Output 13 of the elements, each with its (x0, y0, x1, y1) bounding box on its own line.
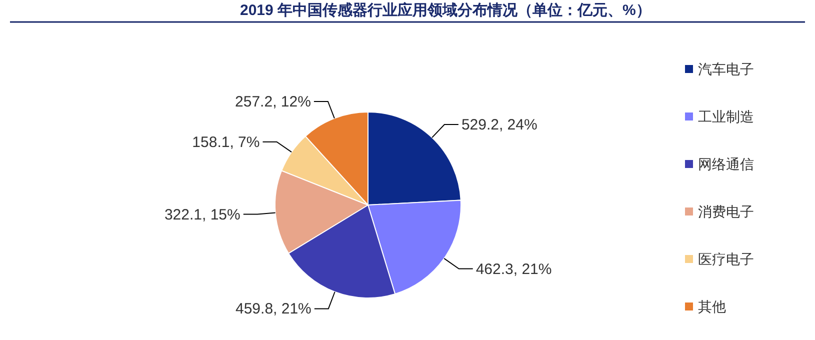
legend-label: 消费电子 (698, 204, 754, 220)
legend-label: 汽车电子 (698, 61, 754, 77)
data-label: 529.2, 24% (461, 116, 538, 134)
legend-label: 医疗电子 (698, 251, 754, 267)
legend-label: 工业制造 (698, 108, 754, 124)
data-label: 257.2, 12% (235, 93, 311, 110)
data-label: 322.1, 15% (164, 206, 240, 224)
chart-title: 2019 年中国传感器行业应用领域分布情况（单位：亿元、%） (240, 1, 651, 19)
data-label: 459.8, 21% (236, 300, 312, 318)
data-label: 462.3, 21% (476, 260, 552, 278)
legend-label: 其他 (698, 298, 726, 314)
legend-label: 网络通信 (698, 156, 754, 172)
data-label: 158.1, 7% (192, 134, 260, 151)
